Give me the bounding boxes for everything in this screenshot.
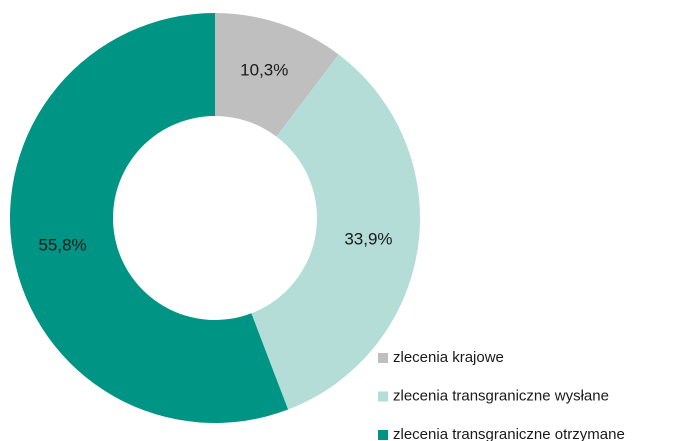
legend-swatch <box>378 430 388 440</box>
donut-slice <box>10 13 289 423</box>
legend-label: zlecenia krajowe <box>393 349 504 366</box>
donut-slice <box>251 54 420 410</box>
data-label: 55,8% <box>38 236 86 255</box>
legend-label: zlecenia transgraniczne otrzymane <box>393 426 625 441</box>
donut-slice <box>215 13 339 137</box>
legend-label: zlecenia transgraniczne wysłane <box>393 387 609 404</box>
data-label: 33,9% <box>344 229 392 248</box>
legend-swatch <box>378 353 388 363</box>
data-label: 10,3% <box>240 61 288 80</box>
legend-swatch <box>378 391 388 402</box>
